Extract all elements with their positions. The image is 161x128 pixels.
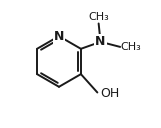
Text: N: N (95, 35, 106, 48)
Text: N: N (54, 30, 64, 43)
Text: CH₃: CH₃ (88, 12, 109, 22)
Text: CH₃: CH₃ (121, 42, 142, 52)
Text: OH: OH (100, 87, 120, 100)
